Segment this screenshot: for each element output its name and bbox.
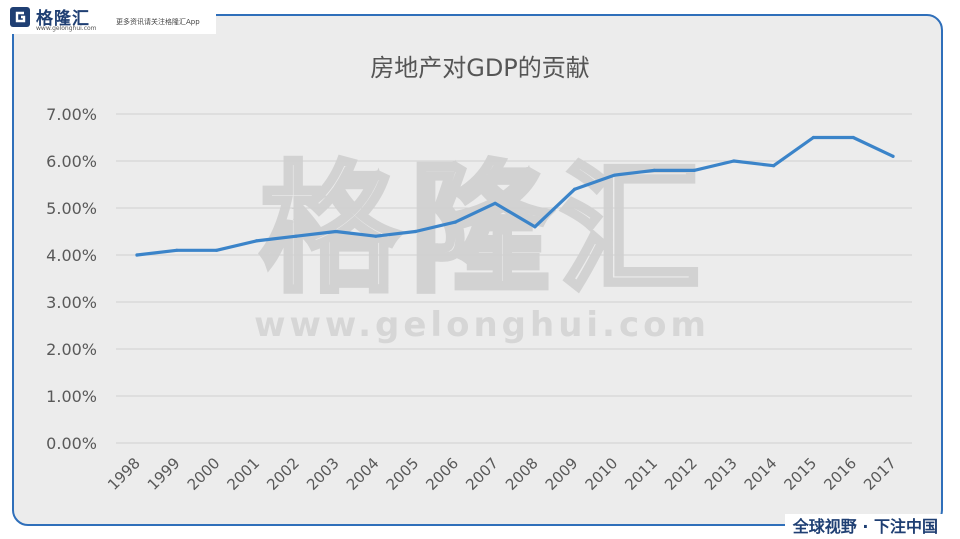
chart-title: 房地产对GDP的贡献 — [370, 54, 590, 82]
data-point — [334, 229, 338, 234]
footer-slogan: 全球视野 · 下注中国 — [784, 514, 946, 539]
x-tick-label: 2005 — [383, 454, 423, 494]
x-tick-label: 2008 — [502, 454, 542, 494]
data-point — [533, 225, 537, 229]
data-point — [772, 164, 776, 168]
x-tick-label: 2010 — [582, 454, 622, 494]
data-point — [573, 187, 577, 191]
data-point — [612, 173, 617, 177]
brand-url: www.gelonghui.com — [36, 25, 97, 32]
data-point — [294, 234, 298, 238]
data-point — [135, 253, 139, 257]
y-tick-label: 0.00% — [46, 434, 97, 453]
x-tick-label: 2013 — [701, 454, 741, 494]
x-tick-label: 2015 — [781, 454, 821, 494]
data-point — [732, 159, 736, 163]
y-tick-label: 1.00% — [46, 387, 97, 406]
watermark: 格隆汇 www.gelonghui.com — [254, 147, 710, 346]
data-point — [413, 229, 418, 234]
chart-frame — [12, 14, 943, 526]
x-tick-label: 1998 — [104, 454, 144, 494]
y-tick-label: 2.00% — [46, 340, 97, 359]
data-point — [493, 201, 497, 205]
x-tick-label: 2009 — [542, 454, 582, 494]
series-line — [135, 135, 895, 257]
y-tick-label: 6.00% — [46, 152, 97, 171]
data-point — [851, 135, 855, 140]
data-point — [652, 168, 656, 172]
y-tick-label: 4.00% — [46, 246, 97, 265]
x-tick-label: 1999 — [144, 454, 184, 494]
data-point — [692, 168, 696, 172]
y-tick-label: 5.00% — [46, 199, 97, 218]
brand-slogan: 更多资讯请关注格隆汇App — [116, 18, 200, 26]
x-tick-label: 2000 — [184, 454, 224, 494]
data-point — [214, 248, 219, 252]
x-tick-label: 2001 — [223, 454, 263, 494]
x-tick-label: 2016 — [820, 454, 860, 494]
series-group — [135, 135, 895, 257]
watermark-url: www.gelonghui.com — [254, 305, 710, 345]
x-tick-label: 2017 — [860, 454, 900, 494]
x-tick-label: 2003 — [303, 454, 343, 494]
brand-name: 格隆汇 — [36, 9, 90, 29]
x-axis-ticks: 1998 1999 2000 2001 2002 2003 2004 2005 2006 2007… — [104, 454, 900, 494]
y-tick-label: 7.00% — [46, 105, 97, 124]
data-point — [374, 234, 378, 238]
data-point — [175, 248, 179, 252]
x-tick-label: 2002 — [263, 454, 303, 494]
brand-logo: 格隆汇 www.gelonghui.com 更多资讯请关注格隆汇App — [6, 4, 216, 34]
data-point — [254, 239, 258, 243]
brand-g-icon — [10, 7, 30, 27]
x-tick-label: 2014 — [741, 454, 781, 494]
x-tick-label: 2012 — [661, 454, 701, 494]
data-point — [811, 135, 816, 140]
x-tick-label: 2007 — [462, 454, 502, 494]
watermark-brand: 格隆汇 — [260, 149, 710, 312]
data-point — [453, 220, 457, 224]
x-tick-label: 2011 — [621, 454, 661, 494]
data-point — [891, 154, 895, 158]
x-tick-label: 2006 — [422, 454, 462, 494]
y-tick-label: 3.00% — [46, 293, 97, 312]
y-axis-ticks: 0.00% 1.00% 2.00% 3.00% 4.00% 5.00% 6.00% 7.00% — [46, 105, 97, 453]
x-tick-label: 2004 — [343, 454, 383, 494]
